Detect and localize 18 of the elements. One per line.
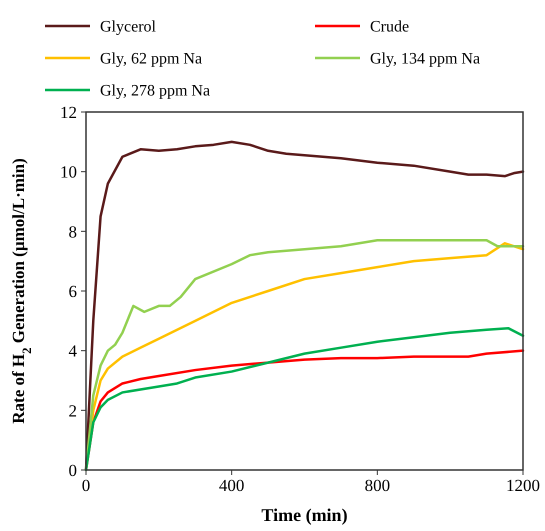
- legend-label: Gly, 62 ppm Na: [100, 50, 202, 68]
- legend-label: Gly, 278 ppm Na: [100, 82, 210, 100]
- x-tick-label: 800: [364, 476, 390, 495]
- x-tick-label: 1200: [506, 476, 540, 495]
- x-tick-label: 0: [82, 476, 90, 495]
- y-tick-label: 6: [68, 282, 77, 301]
- y-tick-label: 4: [68, 342, 78, 361]
- y-tick-label: 12: [60, 102, 77, 122]
- x-axis-title: Time (min): [261, 505, 348, 525]
- y-tick-label: 10: [60, 162, 77, 182]
- y-tick-label: 0: [68, 460, 77, 480]
- y-tick-label: 2: [68, 401, 77, 420]
- legend-label: Crude: [370, 18, 410, 36]
- line-series: [84, 327, 524, 472]
- legend-label: Gly, 134 ppm Na: [370, 50, 480, 68]
- legend-label: Glycerol: [100, 18, 157, 36]
- y-tick-label: 8: [68, 222, 77, 242]
- x-tick-label: 400: [218, 476, 244, 495]
